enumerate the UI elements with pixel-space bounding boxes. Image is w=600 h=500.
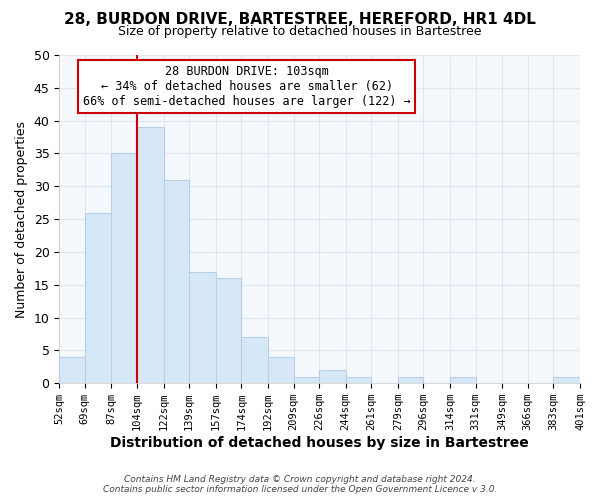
Bar (450, 376, 476, 383)
Bar (346, 376, 371, 383)
Y-axis label: Number of detached properties: Number of detached properties (15, 120, 28, 318)
Bar (137, 127, 164, 383)
Text: Size of property relative to detached houses in Bartestree: Size of property relative to detached ho… (118, 25, 482, 38)
Bar (216, 278, 241, 383)
Text: 28 BURDON DRIVE: 103sqm
← 34% of detached houses are smaller (62)
66% of semi-de: 28 BURDON DRIVE: 103sqm ← 34% of detache… (83, 65, 410, 108)
Bar (164, 180, 189, 383)
Bar (112, 154, 137, 383)
Bar (293, 376, 319, 383)
Bar (241, 338, 268, 383)
Text: Contains HM Land Registry data © Crown copyright and database right 2024.
Contai: Contains HM Land Registry data © Crown c… (103, 475, 497, 494)
X-axis label: Distribution of detached houses by size in Bartestree: Distribution of detached houses by size … (110, 436, 529, 450)
Bar (85, 212, 112, 383)
Bar (268, 357, 293, 383)
Bar (59, 357, 85, 383)
Bar (319, 370, 346, 383)
Bar (553, 376, 580, 383)
Text: 28, BURDON DRIVE, BARTESTREE, HEREFORD, HR1 4DL: 28, BURDON DRIVE, BARTESTREE, HEREFORD, … (64, 12, 536, 28)
Bar (398, 376, 424, 383)
Bar (189, 272, 216, 383)
